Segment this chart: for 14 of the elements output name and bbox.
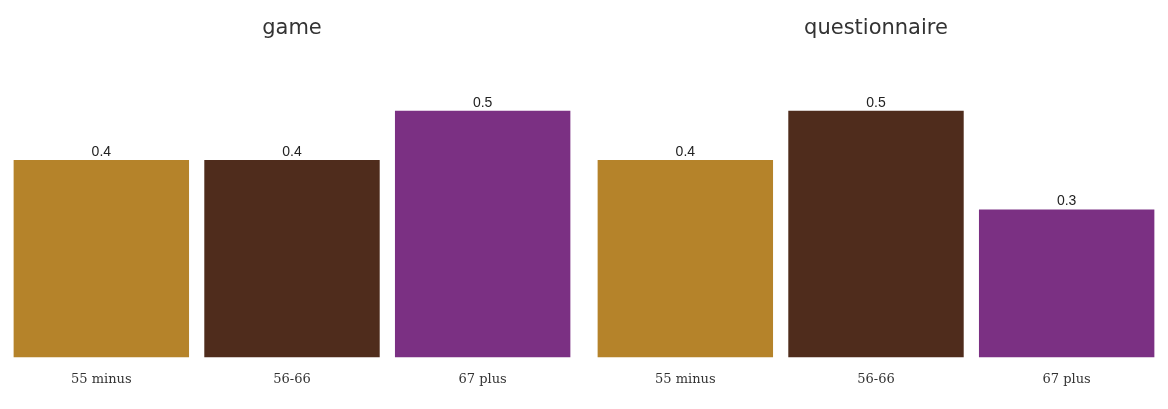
- x-tick-label: 55 minus: [71, 370, 132, 386]
- data-label: 0.5: [866, 93, 886, 110]
- x-tick-label: 55 minus: [655, 370, 716, 386]
- data-label: 0.3: [1056, 192, 1077, 209]
- data-label: 0.4: [282, 142, 302, 159]
- data-label: 0.5: [472, 93, 493, 110]
- data-label: 0.4: [91, 142, 112, 159]
- x-tick-label: 67 plus: [458, 370, 507, 386]
- x-tick-label: 56-66: [273, 370, 311, 386]
- data-label: 0.4: [675, 142, 696, 159]
- chart-title: game: [262, 15, 322, 40]
- x-tick-label: 67 plus: [1042, 370, 1091, 386]
- chart-title: questionnaire: [804, 15, 948, 40]
- x-tick-label: 56-66: [857, 370, 895, 386]
